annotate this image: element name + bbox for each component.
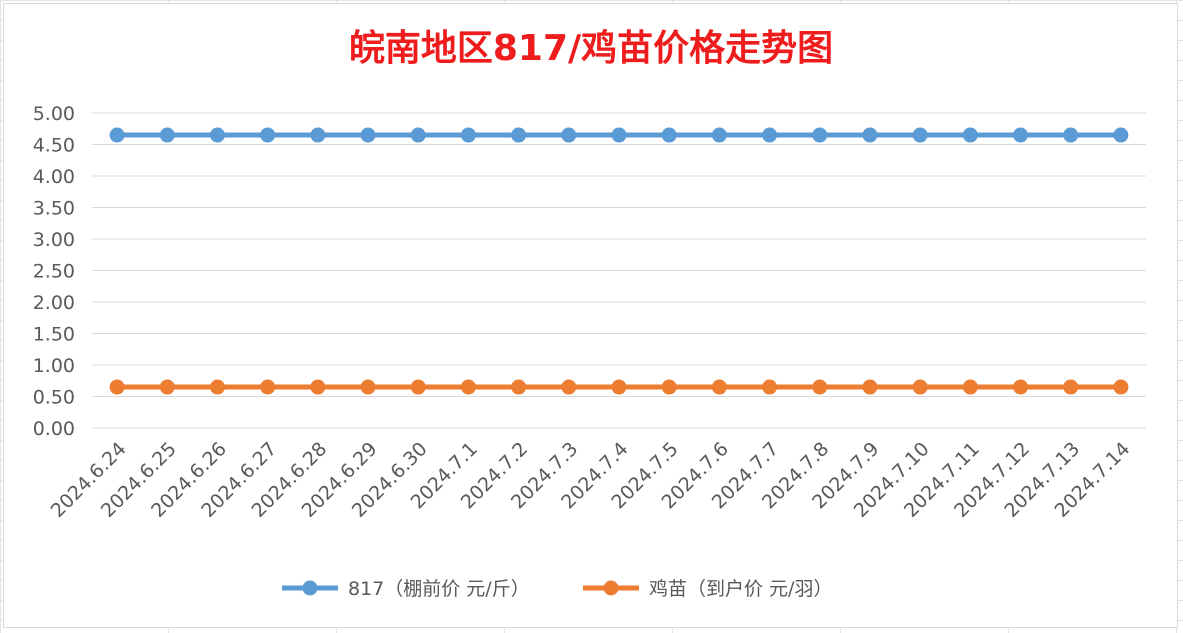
y-tick-label: 2.00 (33, 292, 75, 314)
data-point (711, 379, 727, 395)
data-point (1013, 379, 1029, 395)
data-point (310, 127, 326, 143)
data-point (109, 379, 125, 395)
data-point (360, 379, 376, 395)
data-point (661, 379, 677, 395)
y-tick-label: 4.00 (33, 166, 75, 188)
legend-label: 817（棚前价 元/斤） (348, 578, 530, 600)
legend-label: 鸡苗（到户价 元/羽） (649, 578, 832, 600)
y-tick-label: 1.00 (33, 355, 75, 377)
data-point (360, 127, 376, 143)
data-point (962, 127, 978, 143)
y-tick-label: 0.00 (33, 418, 75, 440)
data-point (1113, 379, 1129, 395)
data-point (1063, 379, 1079, 395)
y-tick-label: 0.50 (33, 387, 75, 409)
data-point (460, 127, 476, 143)
data-point (711, 127, 727, 143)
data-point (862, 379, 878, 395)
chart-area[interactable] (3, 3, 1178, 628)
data-point (912, 379, 928, 395)
data-point (159, 379, 175, 395)
legend-swatch-marker (603, 580, 619, 596)
data-point (661, 127, 677, 143)
data-point (912, 127, 928, 143)
legend-item-2: 鸡苗（到户价 元/羽） (583, 578, 832, 600)
legend-swatch-marker (302, 580, 318, 596)
y-tick-label: 3.50 (33, 198, 75, 220)
series-1 (109, 127, 1129, 143)
data-point (310, 379, 326, 395)
y-tick-label: 1.50 (33, 324, 75, 346)
data-point (1113, 127, 1129, 143)
legend: 817（棚前价 元/斤） 鸡苗（到户价 元/羽） (282, 578, 832, 600)
gridlines (92, 112, 1146, 429)
legend-item-1: 817（棚前价 元/斤） (282, 578, 530, 600)
data-point (410, 379, 426, 395)
data-point (812, 127, 828, 143)
data-point (762, 127, 778, 143)
chart-title: 皖南地区817/鸡苗价格走势图 (349, 28, 833, 69)
data-point (962, 379, 978, 395)
data-point (460, 379, 476, 395)
data-point (611, 379, 627, 395)
data-point (159, 127, 175, 143)
data-point (260, 127, 276, 143)
data-point (1013, 127, 1029, 143)
data-point (109, 127, 125, 143)
data-point (561, 127, 577, 143)
x-axis-tick-labels: 2024.6.242024.6.252024.6.262024.6.272024… (47, 438, 1135, 522)
y-tick-label: 4.50 (33, 135, 75, 157)
series-2 (109, 379, 1129, 395)
y-tick-label: 3.00 (33, 229, 75, 251)
data-point (1063, 127, 1079, 143)
data-point (511, 127, 527, 143)
data-point (260, 379, 276, 395)
data-point (561, 379, 577, 395)
data-point (209, 127, 225, 143)
data-point (762, 379, 778, 395)
data-point (410, 127, 426, 143)
data-point (209, 379, 225, 395)
data-point (511, 379, 527, 395)
y-axis-tick-labels: 0.00 0.50 1.00 1.50 2.00 2.50 3.00 3.50 4.00 4.50… (33, 103, 75, 440)
data-point (812, 379, 828, 395)
series-layer (109, 127, 1129, 395)
data-point (611, 127, 627, 143)
data-point (862, 127, 878, 143)
y-tick-label: 2.50 (33, 261, 75, 283)
y-tick-label: 5.00 (33, 103, 75, 125)
